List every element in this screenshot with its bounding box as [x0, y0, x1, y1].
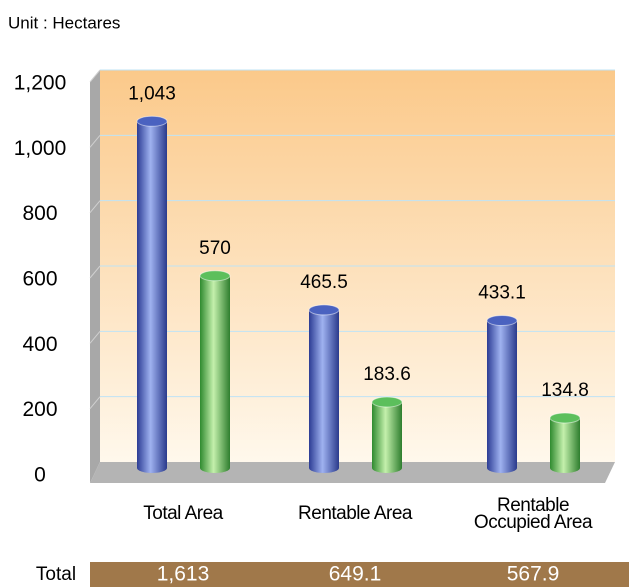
- subtitle: Unit : Hectares: [8, 13, 120, 32]
- bar-body: [372, 402, 402, 468]
- bar-top: [136, 115, 168, 127]
- data-label: 570: [199, 238, 231, 259]
- bar-body: [487, 320, 517, 468]
- side-grid-line: [89, 135, 101, 148]
- bar-body: [550, 417, 580, 468]
- bar: [549, 412, 581, 473]
- data-label: 433.1: [478, 283, 526, 304]
- y-tick-label: 400: [22, 333, 57, 356]
- total-value: 1,613: [157, 563, 210, 586]
- bar-top: [549, 412, 581, 424]
- data-label: 1,043: [128, 83, 176, 104]
- floor: [90, 462, 615, 483]
- bar-base: [550, 463, 580, 473]
- bar: [199, 270, 231, 473]
- side-grid-line: [89, 331, 101, 344]
- bar: [308, 304, 340, 473]
- bar-base: [200, 463, 230, 473]
- y-tick-label: 600: [22, 268, 57, 291]
- bar: [486, 315, 518, 473]
- bar: [371, 396, 403, 473]
- bar-body: [200, 275, 230, 468]
- x-tick-label: Total Area: [143, 503, 223, 524]
- side-grid-line: [89, 69, 101, 83]
- total-value: 567.9: [507, 563, 560, 586]
- x-tick-label: Rentable Area: [298, 503, 412, 524]
- data-label: 465.5: [300, 272, 348, 293]
- bar-base: [487, 463, 517, 473]
- data-label: 134.8: [541, 380, 589, 401]
- side-grid-line: [89, 200, 101, 213]
- bar-base: [137, 463, 167, 473]
- total-band: [90, 562, 629, 587]
- side-grid-line: [89, 396, 101, 409]
- y-tick-label: 200: [22, 398, 57, 421]
- bar-body: [137, 121, 167, 468]
- bar-base: [309, 463, 339, 473]
- y-tick-label: 0: [34, 464, 46, 487]
- bar-top: [371, 396, 403, 408]
- y-tick-label: 1,000: [14, 137, 67, 160]
- total-value: 649.1: [329, 563, 382, 586]
- bar-top: [199, 270, 231, 282]
- y-tick-label: 1,200: [14, 72, 67, 95]
- x-tick-label: Rentable Occupied Area: [473, 495, 593, 533]
- bar-top: [308, 304, 340, 316]
- bar-base: [372, 463, 402, 473]
- total-label: Total: [36, 564, 76, 585]
- side-wall: [90, 70, 100, 483]
- bar-body: [309, 309, 339, 468]
- bar: [136, 115, 168, 473]
- side-grid-line: [89, 265, 101, 279]
- data-label: 183.6: [363, 364, 411, 385]
- y-tick-label: 800: [22, 202, 57, 225]
- bar-top: [486, 315, 518, 327]
